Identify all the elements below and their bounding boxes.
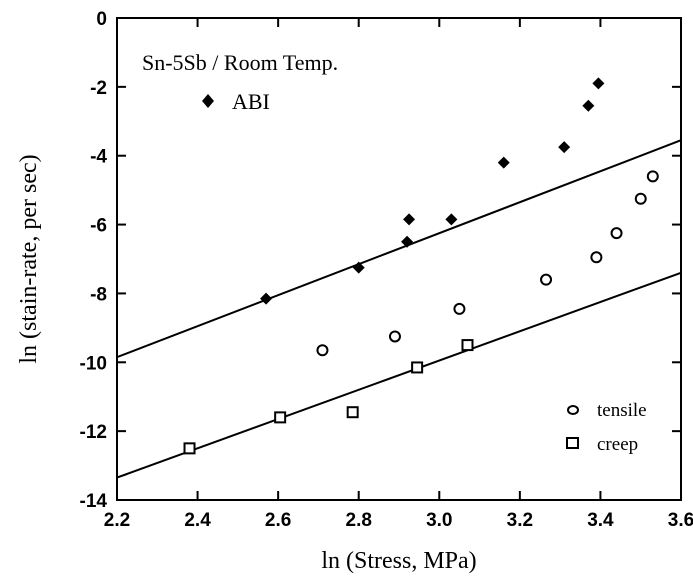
tensile-point	[610, 227, 623, 240]
abi-point	[401, 235, 414, 248]
tensile-point	[634, 192, 647, 205]
x-axis-label: ln (Stress, MPa)	[321, 548, 476, 574]
x-tick-label: 2.8	[346, 510, 372, 531]
tensile-point	[646, 170, 659, 183]
tensile-point	[316, 344, 329, 357]
x-tick-label: 3.2	[507, 510, 533, 531]
legend-tensile-marker	[567, 405, 579, 415]
abi-point	[558, 141, 571, 154]
legend-tensile-label: tensile	[597, 400, 647, 421]
abi-point	[445, 213, 458, 226]
abi-point	[352, 261, 365, 274]
x-tick-label: 2.2	[104, 510, 130, 531]
legend-creep: creep	[566, 434, 638, 455]
fit-lines	[116, 139, 682, 479]
creep-point	[346, 406, 359, 419]
abi-point	[497, 156, 510, 169]
data-marks	[183, 77, 659, 455]
tensile-point	[540, 273, 553, 286]
chart-annotation: Sn-5Sb / Room Temp.	[142, 50, 338, 75]
y-tick-label: -10	[80, 353, 107, 374]
legend-creep-marker	[566, 437, 579, 449]
x-tick-label: 2.6	[265, 510, 291, 531]
y-tick-label: -14	[80, 491, 108, 512]
fit-line	[116, 139, 682, 359]
creep-point	[274, 411, 287, 424]
y-tick-label: 0	[96, 9, 107, 30]
creep-point	[183, 442, 196, 455]
y-tick-label: -8	[90, 284, 107, 305]
y-tick-label: -6	[90, 216, 107, 237]
y-axis-label: ln (stain-rate, per sec)	[16, 154, 42, 363]
y-tick-label: -12	[80, 422, 107, 443]
x-tick-label: 2.4	[184, 510, 211, 531]
fit-line	[116, 271, 682, 479]
legend-abi-marker	[202, 94, 214, 108]
creep-point	[461, 339, 474, 352]
axis-ticks: 2.2 2.4 2.6 2.8 3.0 3.2 3.4 3.6 0 -2 -4 -6 -8 -10 -12 -…	[80, 9, 693, 531]
legend-tensile: tensile	[567, 400, 647, 421]
y-tick-label: -2	[90, 78, 107, 99]
abi-point	[403, 213, 416, 226]
abi-point	[260, 292, 273, 305]
legend-abi-label: ABI	[232, 89, 270, 114]
abi-point	[582, 99, 595, 112]
tensile-point	[590, 251, 603, 264]
tensile-point	[453, 302, 466, 315]
abi-point	[592, 77, 605, 90]
legend-abi: ABI	[202, 89, 270, 114]
x-tick-label: 3.6	[668, 510, 693, 531]
creep-point	[411, 361, 424, 374]
legend-creep-label: creep	[597, 434, 638, 455]
plot-frame	[116, 17, 682, 501]
x-tick-label: 3.0	[426, 510, 452, 531]
y-tick-label: -4	[90, 147, 107, 168]
tensile-point	[388, 330, 401, 343]
x-tick-label: 3.4	[587, 510, 614, 531]
